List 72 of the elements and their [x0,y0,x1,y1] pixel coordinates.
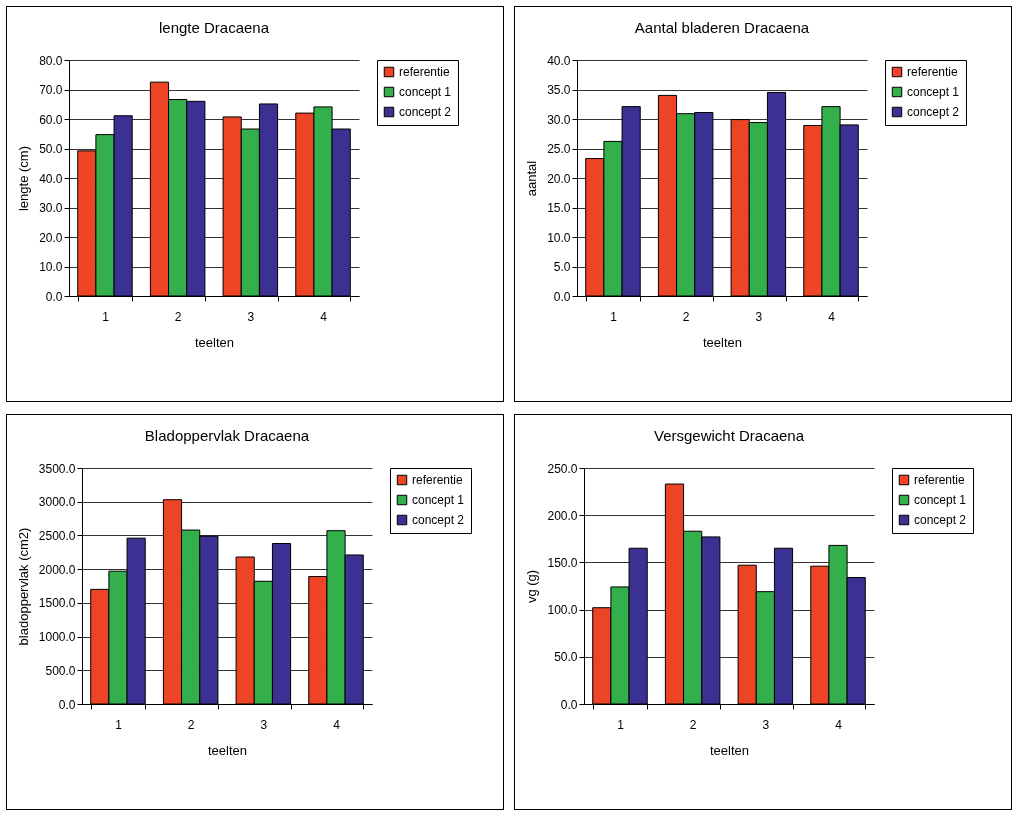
y-tick-label: 80.0 [39,53,63,68]
x-axis-title: teelten [194,334,235,350]
chart-title: Aantal bladeren Dracaena [634,19,810,36]
x-axis-title: teelten [709,742,750,758]
y-tick-label: 40.0 [39,171,63,186]
x-tick-label: 3 [755,309,763,324]
x-tick-label: 1 [610,309,618,324]
legend-label: referentie [412,473,464,487]
y-tick-label: 20.0 [39,230,63,245]
y-tick-label: 10.0 [39,260,63,274]
x-tick-label: 4 [320,309,328,324]
legend-label: concept 2 [412,513,465,527]
y-tick-label: 0.0 [45,289,63,304]
legend-label: concept 1 [412,493,465,507]
x-tick-label: 2 [174,309,182,324]
legend-label: concept 1 [399,85,452,99]
x-tick-label: 4 [333,717,341,732]
y-tick-label: 150.0 [547,555,578,570]
y-tick-label: 250.0 [547,461,578,476]
legend-label: referentie [907,65,959,79]
legend-label: referentie [914,473,966,487]
y-tick-label: 1500.0 [38,596,76,611]
x-tick-label: 1 [617,717,625,732]
x-tick-label: 3 [247,309,255,324]
legend-label: concept 2 [399,105,452,119]
x-tick-label: 2 [682,309,690,324]
y-tick-label: 40.0 [547,53,571,68]
y-tick-label: 25.0 [547,142,571,156]
y-tick-label: 70.0 [39,83,63,97]
y-axis-title: aantal [524,160,540,197]
x-tick-label: 4 [828,309,836,324]
y-tick-label: 2500.0 [38,528,76,543]
y-tick-label: 50.0 [554,650,578,665]
y-tick-label: 0.0 [58,697,76,712]
x-axis-title: teelten [702,334,743,350]
y-tick-label: 3000.0 [38,495,76,510]
y-axis-title: vg (g) [524,569,540,604]
y-tick-label: 20.0 [547,171,571,186]
x-tick-label: 1 [115,717,123,732]
x-tick-label: 3 [762,717,770,732]
chart-title: Versgewicht Dracaena [653,427,805,444]
y-tick-label: 100.0 [547,603,578,618]
y-tick-label: 1000.0 [38,630,76,645]
chart-title: Bladoppervlak Dracaena [144,427,310,444]
x-tick-label: 1 [102,309,110,324]
y-tick-label: 3500.0 [38,461,76,476]
x-tick-label: 4 [835,717,843,732]
y-tick-label: 15.0 [547,201,571,215]
legend-label: concept 1 [907,85,960,99]
y-tick-label: 50.0 [39,142,63,156]
chart-title: lengte Dracaena [158,19,270,36]
y-tick-label: 35.0 [547,83,571,97]
y-tick-label: 5.0 [553,260,571,274]
x-tick-label: 2 [187,717,195,732]
y-tick-label: 0.0 [560,697,578,712]
y-tick-label: 30.0 [39,201,63,215]
legend-label: concept 2 [907,105,960,119]
x-tick-label: 3 [260,717,268,732]
y-tick-label: 30.0 [547,112,571,127]
y-tick-label: 0.0 [553,289,571,304]
y-tick-label: 500.0 [45,663,76,678]
y-tick-label: 200.0 [547,508,578,523]
y-axis-title: lengte (cm) [16,145,32,212]
legend-label: concept 2 [914,513,967,527]
legend-label: referentie [399,65,451,79]
x-axis-title: teelten [207,742,248,758]
x-tick-label: 2 [689,717,697,732]
y-tick-label: 10.0 [547,230,571,245]
legend-label: concept 1 [914,493,967,507]
y-tick-label: 2000.0 [38,562,76,577]
y-tick-label: 60.0 [39,112,63,127]
y-axis-title: bladoppervlak (cm2) [15,527,31,646]
